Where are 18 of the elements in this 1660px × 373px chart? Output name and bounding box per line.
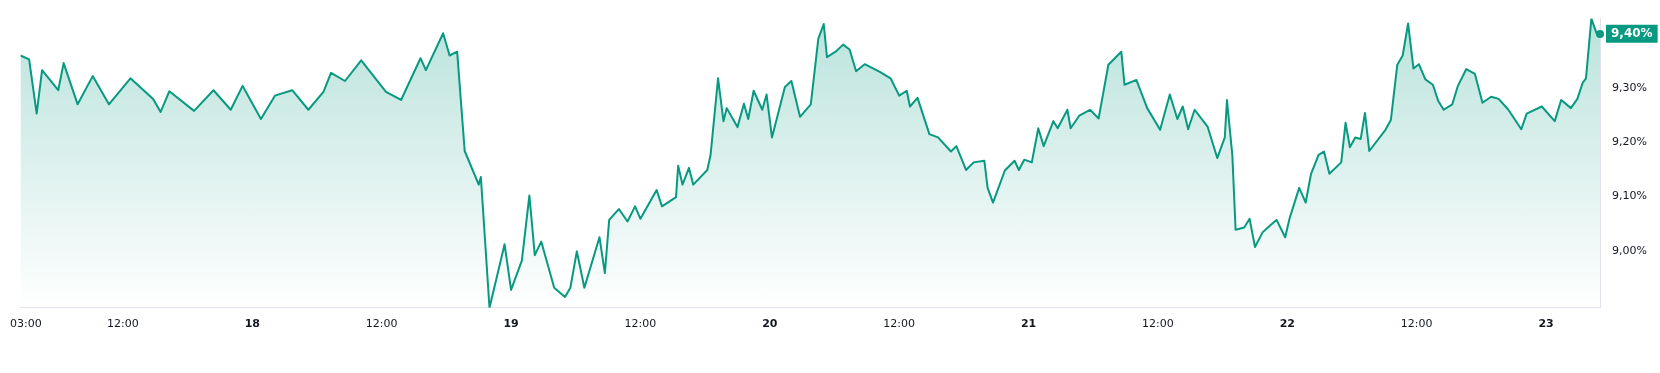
x-tick-label: 12:00 (365, 317, 398, 331)
x-tick-label: 23 (1538, 317, 1554, 331)
x-tick-label: 21 (1020, 317, 1037, 331)
y-tick-label: 9,20% (1612, 135, 1647, 149)
x-tick-label: 12:00 (624, 317, 657, 331)
annotation: 9,40% (1611, 25, 1653, 40)
x-tick-label: 22 (1279, 317, 1295, 331)
x-tick-label: 12:00 (107, 317, 139, 331)
x-tick-label: 20 (762, 317, 778, 331)
y-tick-label: 9,30% (1612, 80, 1647, 94)
y-tick-label: 9,00% (1612, 243, 1647, 257)
x-tick-label: 18 (244, 317, 260, 331)
x-tick-label: 12:00 (1142, 317, 1174, 331)
y-tick-label: 9,10% (1612, 189, 1647, 203)
x-tick-label: 12:00 (1400, 317, 1433, 331)
x-tick-label: 12:00 (883, 317, 916, 331)
x-tick-label: 19 (503, 317, 519, 331)
x-tick-label: 03:00 (10, 317, 42, 331)
